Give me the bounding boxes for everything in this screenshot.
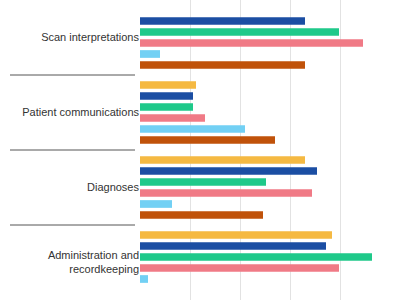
svg-text:Administration andrecordkeepin: Administration andrecordkeeping [48,249,139,275]
svg-text:Scan interpretations: Scan interpretations [41,31,139,43]
svg-text:Patient communications: Patient communications [22,106,139,118]
svg-text:Diagnoses: Diagnoses [87,181,139,193]
